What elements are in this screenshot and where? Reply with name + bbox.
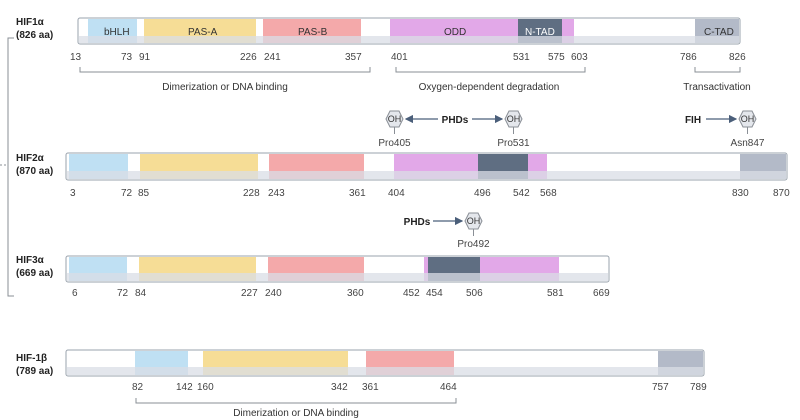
hif1b-name: HIF-1β [16, 353, 47, 364]
hif2a-pos-228: 228 [243, 188, 260, 199]
hif1a-ntad-label: N-TAD [525, 27, 555, 38]
hif1a-pasb-label: PAS-B [298, 27, 328, 38]
hif3a-pos-581: 581 [547, 288, 564, 299]
hif1a-pos-826: 826 [729, 52, 746, 63]
hif1a-length: (826 aa) [16, 30, 53, 41]
hif1a-trans-bracket [694, 67, 741, 73]
pro492-hydroxyl-icon [464, 212, 483, 230]
pro405-label: Pro405 [378, 138, 411, 149]
hif3a-pos-227: 227 [241, 288, 258, 299]
hif2a-pos-72: 72 [121, 188, 133, 199]
hif1b-bar-shadow [67, 367, 703, 375]
hif1b-dimer-bracket [135, 398, 457, 404]
asn847-oh-label: OH [741, 114, 755, 124]
hif2a-pos-542: 542 [513, 188, 530, 199]
hif2a-pos-361: 361 [349, 188, 366, 199]
hif2a-length: (870 aa) [16, 166, 53, 177]
hif1b-row: HIF-1β (789 aa) 82 142 160 342 361 464 7… [16, 349, 707, 419]
phds-label-hif2a: PHDs [442, 115, 469, 126]
hif1a-dimer-bracket [79, 67, 371, 73]
hif1b-pos-142: 142 [176, 382, 193, 393]
hif1a-bhlh-label: bHLH [104, 27, 130, 38]
pro492-oh-label: OH [467, 216, 481, 226]
pro405-oh-label: OH [388, 114, 402, 124]
hif1a-oxy-bracket [395, 67, 586, 73]
hif2a-row: HIF2α (870 aa) 3 72 85 228 243 361 404 4… [16, 152, 790, 199]
hif3a-pos-6: 6 [72, 288, 78, 299]
hif2a-pos-830: 830 [732, 188, 749, 199]
hif3a-name: HIF3α [16, 255, 45, 266]
pro492-label: Pro492 [457, 239, 490, 250]
hif2a-pos-243: 243 [268, 188, 285, 199]
hif3a-pos-240: 240 [265, 288, 282, 299]
hif1a-dimer-label: Dimerization or DNA binding [162, 82, 288, 93]
hif2a-pos-404: 404 [388, 188, 405, 199]
asn847-hydroxyl-icon [738, 110, 757, 128]
hif1a-pos-531: 531 [513, 52, 530, 63]
hif1a-odd-label: ODD [444, 27, 466, 38]
hif1a-name: HIF1α [16, 17, 45, 28]
hif3a-pos-506: 506 [466, 288, 483, 299]
hif3a-odd-head [424, 257, 428, 281]
hif1a-pos-73: 73 [121, 52, 133, 63]
hif3a-pos-360: 360 [347, 288, 364, 299]
hif1b-pos-160: 160 [197, 382, 214, 393]
hif3a-row: HIF3α (669 aa) 6 72 84 227 240 360 452 4… [16, 255, 610, 299]
hif3a-pos-452: 452 [403, 288, 420, 299]
hif1a-pos-603: 603 [571, 52, 588, 63]
hif2a-pos-3: 3 [70, 188, 76, 199]
hif1a-pos-241: 241 [264, 52, 281, 63]
hif1b-length: (789 aa) [16, 366, 53, 377]
hif3a-length: (669 aa) [16, 268, 53, 279]
pro405-hydroxyl-icon [385, 110, 404, 128]
hif3a-bar-shadow [67, 273, 608, 281]
hif1a-ctad-label: C-TAD [704, 27, 734, 38]
hif2a-bar-shadow [67, 171, 786, 179]
pro531-label: Pro531 [497, 138, 530, 149]
pro531-hydroxyl-icon [504, 110, 523, 128]
hif2a-pos-568: 568 [540, 188, 557, 199]
hif2a-pos-85: 85 [138, 188, 150, 199]
hif1a-pos-401: 401 [391, 52, 408, 63]
hif1a-pos-357: 357 [345, 52, 362, 63]
hif1a-bar-shadow [79, 36, 739, 43]
hif2a-name: HIF2α [16, 153, 45, 164]
hif1b-dimer-label: Dimerization or DNA binding [233, 408, 359, 419]
hif1b-pos-361: 361 [362, 382, 379, 393]
pro531-oh-label: OH [507, 114, 521, 124]
hif1a-trans-label: Transactivation [683, 82, 750, 93]
hif3a-modifications: PHDs OH Pro492 [404, 212, 490, 250]
family-bracket [7, 37, 14, 297]
phds-label-hif3a: PHDs [404, 217, 431, 228]
hif3a-pos-84: 84 [135, 288, 147, 299]
fih-label: FIH [685, 115, 701, 126]
hif3a-pos-72: 72 [117, 288, 129, 299]
hif1b-pos-757: 757 [652, 382, 669, 393]
hif1a-pos-13: 13 [70, 52, 82, 63]
hif1b-pos-789: 789 [690, 382, 707, 393]
hif1a-pos-226: 226 [240, 52, 257, 63]
hif1b-pos-82: 82 [132, 382, 144, 393]
asn847-label: Asn847 [731, 138, 765, 149]
hif1a-pos-575: 575 [548, 52, 565, 63]
hif1b-pos-464: 464 [440, 382, 457, 393]
hif1a-pasa-label: PAS-A [188, 27, 218, 38]
hif1a-pos-91: 91 [139, 52, 151, 63]
hif2a-modifications: OH Pro405 PHDs OH Pro531 FIH OH Asn847 [378, 110, 765, 149]
hif1b-pos-342: 342 [331, 382, 348, 393]
hif1a-row: HIF1α (826 aa) bHLH PAS-A PAS-B ODD N-TA… [16, 17, 751, 93]
hif3a-pos-669: 669 [593, 288, 610, 299]
hif2a-pos-496: 496 [474, 188, 491, 199]
hif2a-pos-870: 870 [773, 188, 790, 199]
hif3a-pos-454: 454 [426, 288, 443, 299]
hif1a-pos-786: 786 [680, 52, 697, 63]
hif1a-oxy-label: Oxygen-dependent degradation [419, 82, 560, 93]
